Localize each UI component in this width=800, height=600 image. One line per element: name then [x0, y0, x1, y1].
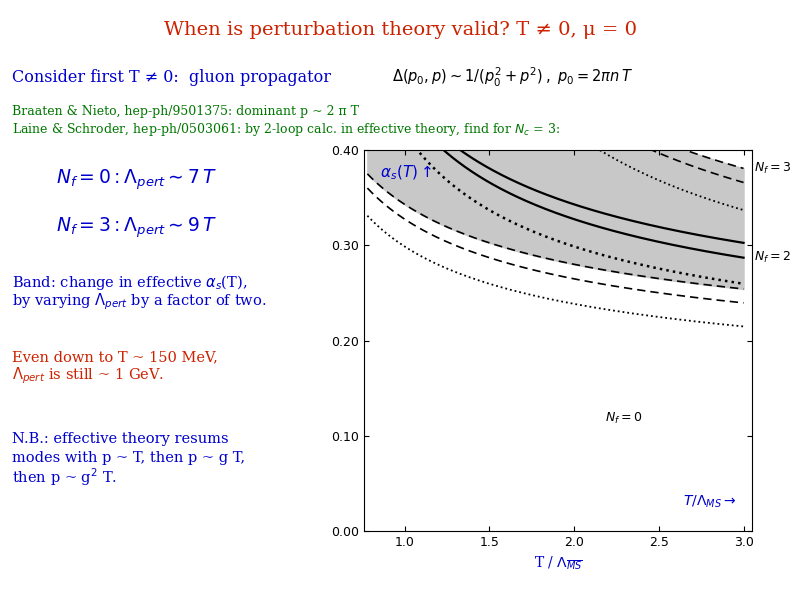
- Text: by varying $\Lambda_{pert}$ by a factor of two.: by varying $\Lambda_{pert}$ by a factor …: [12, 291, 266, 311]
- Text: When is perturbation theory valid? T ≠ 0, μ = 0: When is perturbation theory valid? T ≠ 0…: [163, 21, 637, 39]
- Text: then p ~ g$^2$ T.: then p ~ g$^2$ T.: [12, 467, 117, 488]
- Text: $N_f = 2$: $N_f = 2$: [754, 250, 791, 265]
- Text: $N_f = 3 : \Lambda_{pert} \sim 9\,T$: $N_f = 3 : \Lambda_{pert} \sim 9\,T$: [56, 216, 217, 240]
- Text: Even down to T ~ 150 MeV,: Even down to T ~ 150 MeV,: [12, 350, 218, 364]
- Text: $N_f = 0 : \Lambda_{pert} \sim 7\,T$: $N_f = 0 : \Lambda_{pert} \sim 7\,T$: [56, 168, 217, 192]
- Text: Braaten & Nieto, hep-ph/9501375: dominant p ~ 2 π T: Braaten & Nieto, hep-ph/9501375: dominan…: [12, 104, 359, 118]
- Text: $\Lambda_{pert}$ is still ~ 1 GeV.: $\Lambda_{pert}$ is still ~ 1 GeV.: [12, 366, 164, 386]
- Text: $\Delta(p_0, p) \sim 1/(p_0^2 + p^2)\;,\; p_0 = 2\pi n\,T$: $\Delta(p_0, p) \sim 1/(p_0^2 + p^2)\;,\…: [392, 66, 634, 89]
- Text: modes with p ~ T, then p ~ g T,: modes with p ~ T, then p ~ g T,: [12, 451, 245, 466]
- Text: $N_f = 3$: $N_f = 3$: [754, 161, 791, 176]
- X-axis label: T / $\Lambda_{\overline{MS}}$: T / $\Lambda_{\overline{MS}}$: [534, 554, 582, 572]
- Text: N.B.: effective theory resums: N.B.: effective theory resums: [12, 432, 229, 446]
- Text: Band: change in effective $\alpha_s$(T),: Band: change in effective $\alpha_s$(T),: [12, 272, 247, 292]
- Text: Consider first T ≠ 0:  gluon propagator: Consider first T ≠ 0: gluon propagator: [12, 70, 331, 86]
- Text: Laine & Schroder, hep-ph/0503061: by 2-loop calc. in effective theory, find for : Laine & Schroder, hep-ph/0503061: by 2-l…: [12, 121, 560, 137]
- Text: $N_f = 0$: $N_f = 0$: [605, 411, 642, 426]
- Text: $\alpha_s(T)\uparrow$: $\alpha_s(T)\uparrow$: [379, 163, 431, 182]
- Text: $T/\Lambda_{MS}\rightarrow$: $T/\Lambda_{MS}\rightarrow$: [683, 494, 737, 510]
